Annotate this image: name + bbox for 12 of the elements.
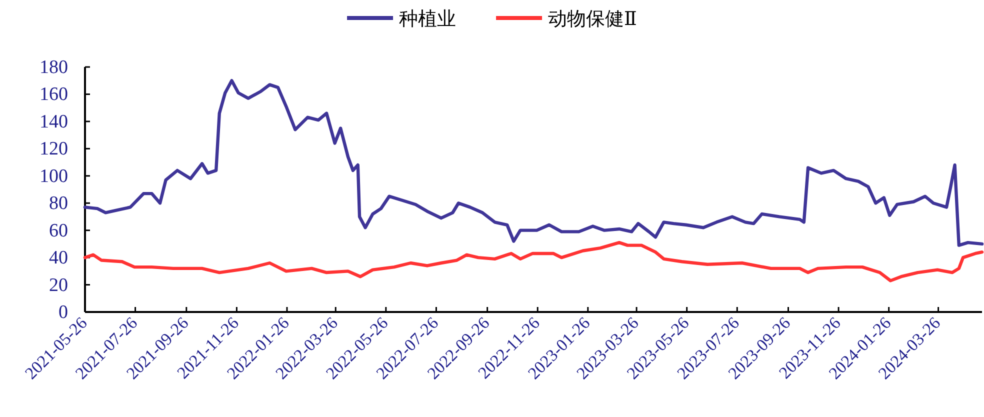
y-tick-label: 180	[40, 57, 68, 78]
y-tick-label: 100	[40, 166, 68, 187]
y-tick-label: 140	[40, 111, 68, 132]
y-tick-label: 0	[58, 302, 68, 323]
y-tick-label: 160	[40, 84, 68, 106]
y-tick-label: 40	[49, 248, 68, 269]
legend-label: 动物保健Ⅱ	[548, 9, 637, 30]
y-tick-label: 60	[49, 220, 68, 242]
legend-label: 种植业	[399, 9, 456, 30]
y-tick-label: 20	[49, 274, 68, 296]
y-tick-label: 80	[49, 193, 68, 214]
y-tick-label: 120	[40, 138, 68, 160]
